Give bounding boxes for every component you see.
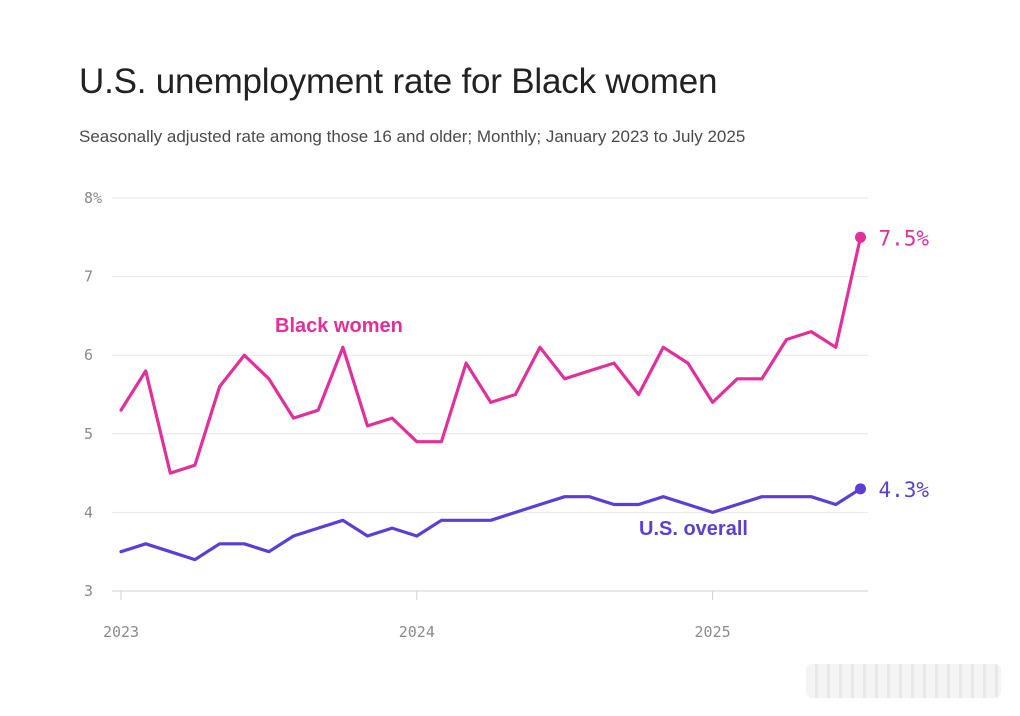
end-label-u-s-overall: 4.3% [879, 478, 930, 502]
chart-subtitle: Seasonally adjusted rate among those 16 … [79, 127, 746, 146]
end-point-black-women [855, 231, 866, 243]
end-label-black-women: 7.5% [879, 226, 930, 250]
gridlines [112, 197, 868, 592]
y-tick-label-5: 5 [84, 425, 93, 443]
x-tick-label-2025: 2025 [695, 623, 731, 641]
series-labels: 7.5% Black women 4.3% U.S. overall [275, 226, 929, 540]
chart-title: U.S. unemployment rate for Black women [79, 62, 718, 101]
x-tick-label-2024: 2024 [399, 623, 435, 641]
end-point-u-s-overall [855, 483, 866, 495]
y-tick-label-3: 3 [84, 582, 93, 600]
y-tick-label-7: 7 [84, 268, 93, 286]
y-axis-ticks: 8% 7 6 5 4 3 [84, 189, 102, 600]
x-axis-ticks: 2023 2024 2025 [103, 591, 731, 641]
y-tick-label-6: 6 [84, 346, 93, 364]
y-tick-label-4: 4 [84, 503, 93, 521]
watermark-badge [806, 664, 1001, 698]
series-points [855, 231, 866, 495]
series-lines [119, 235, 863, 562]
x-tick-label-2023: 2023 [103, 623, 139, 641]
series-label-black-women: Black women [275, 315, 403, 337]
series-line-u-s-overall [119, 487, 863, 562]
y-tick-label-8: 8% [84, 189, 102, 207]
series-line-black-women [119, 235, 863, 475]
series-label-u-s-overall: U.S. overall [639, 518, 748, 540]
